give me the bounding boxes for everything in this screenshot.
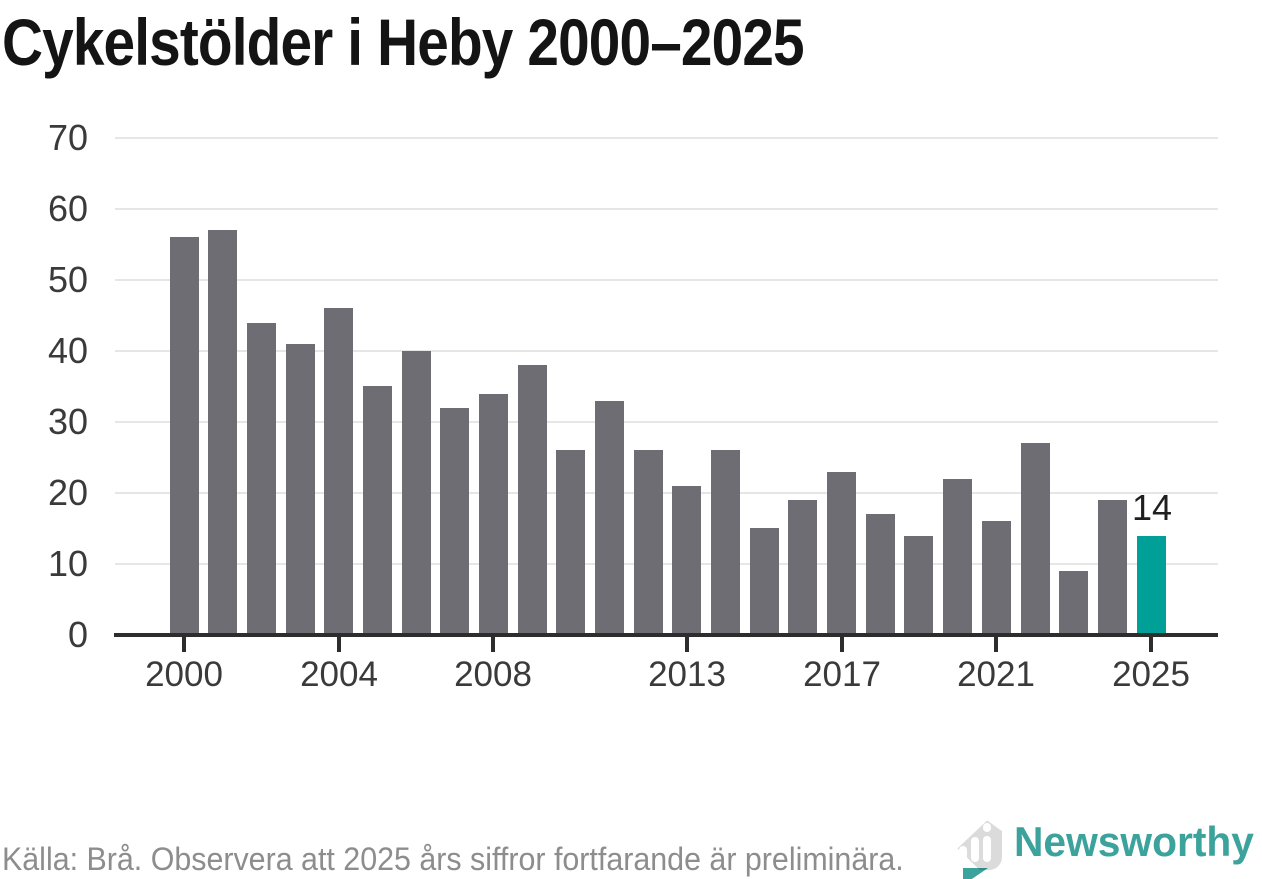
y-tick-label-10: 10 bbox=[47, 543, 88, 584]
bar-2008 bbox=[479, 394, 508, 635]
bar-2016 bbox=[788, 500, 817, 635]
y-tick-label-70: 70 bbox=[47, 117, 88, 158]
y-tick-label-60: 60 bbox=[47, 188, 88, 229]
bar-2005 bbox=[363, 386, 392, 635]
newsworthy-wordmark: Newsworthy bbox=[1014, 818, 1254, 865]
x-axis-tick-2025 bbox=[1149, 637, 1153, 652]
bar-2000 bbox=[170, 237, 199, 635]
bar-2003 bbox=[286, 344, 315, 635]
bar-2012 bbox=[634, 450, 663, 635]
y-tick-label-50: 50 bbox=[47, 259, 88, 300]
bar-2001 bbox=[208, 230, 237, 635]
x-tick-label-2004: 2004 bbox=[300, 655, 378, 694]
x-axis-line bbox=[114, 633, 1218, 637]
x-axis-tick-2021 bbox=[994, 637, 998, 652]
gridline-50 bbox=[115, 279, 1218, 281]
x-axis-tick-2000 bbox=[182, 637, 186, 652]
x-tick-label-2025: 2025 bbox=[1112, 655, 1190, 694]
newsworthy-pin-icon bbox=[949, 816, 1002, 870]
y-tick-label-0: 0 bbox=[67, 614, 88, 655]
logo-bar-small bbox=[959, 846, 967, 862]
bar-2011 bbox=[595, 401, 624, 635]
x-axis-tick-2004 bbox=[337, 637, 341, 652]
bar-2015 bbox=[750, 528, 779, 635]
x-tick-label-2013: 2013 bbox=[648, 655, 726, 694]
x-tick-label-2021: 2021 bbox=[957, 655, 1035, 694]
pin-tail bbox=[963, 868, 988, 879]
x-tick-label-2008: 2008 bbox=[454, 655, 532, 694]
gridline-60 bbox=[115, 208, 1218, 210]
x-axis-tick-2008 bbox=[491, 637, 495, 652]
gridline-30 bbox=[115, 421, 1218, 423]
bar-2010 bbox=[556, 450, 585, 635]
x-tick-label-2017: 2017 bbox=[803, 655, 881, 694]
bar-2009 bbox=[518, 365, 547, 635]
chart-title: Cykelstölder i Heby 2000–2025 bbox=[2, 5, 805, 79]
gridline-70 bbox=[115, 137, 1218, 139]
logo-dot bbox=[983, 823, 991, 832]
x-axis-tick-2013 bbox=[685, 637, 689, 652]
y-tick-label-30: 30 bbox=[47, 401, 88, 442]
source-note: Källa: Brå. Observera att 2025 års siffr… bbox=[2, 841, 904, 877]
gridline-20 bbox=[115, 492, 1218, 494]
bar-2023 bbox=[1059, 571, 1088, 635]
bar-2017 bbox=[827, 472, 856, 635]
bar-2014 bbox=[711, 450, 740, 635]
bar-2004 bbox=[324, 308, 353, 635]
gridline-10 bbox=[115, 563, 1218, 565]
bar-2025 bbox=[1137, 536, 1166, 635]
y-tick-label-20: 20 bbox=[47, 472, 88, 513]
logo-bar-tall bbox=[983, 836, 991, 862]
bar-2021 bbox=[982, 521, 1011, 635]
bar-2018 bbox=[866, 514, 895, 635]
bar-2002 bbox=[247, 323, 276, 635]
bar-2020 bbox=[943, 479, 972, 635]
highlight-value-label: 14 bbox=[1131, 487, 1173, 528]
bar-2022 bbox=[1021, 443, 1050, 635]
bar-2006 bbox=[402, 351, 431, 635]
bar-2024 bbox=[1098, 500, 1127, 635]
bar-2007 bbox=[440, 408, 469, 635]
bar-2019 bbox=[904, 536, 933, 635]
x-axis-tick-2017 bbox=[840, 637, 844, 652]
x-tick-label-2000: 2000 bbox=[145, 655, 223, 694]
gridline-40 bbox=[115, 350, 1218, 352]
y-tick-label-40: 40 bbox=[47, 330, 88, 371]
logo-bar-medium bbox=[971, 837, 979, 862]
bar-2013 bbox=[672, 486, 701, 635]
